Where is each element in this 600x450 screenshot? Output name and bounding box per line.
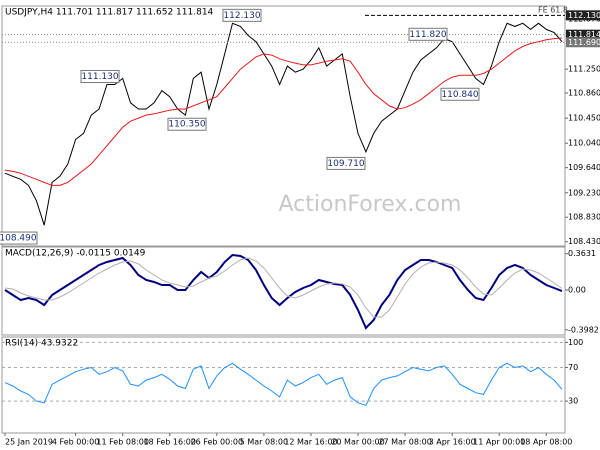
panel-title: USDJPY,H4 111.701 111.817 111.652 111.81… — [5, 8, 214, 18]
watermark: ActionForex.com — [279, 192, 462, 217]
x-tick-label: 18 Feb 16:00 — [144, 438, 196, 447]
callout-box — [440, 87, 480, 101]
callout-label: 110.840 — [441, 90, 478, 100]
callout-box — [222, 8, 262, 22]
price-marker-label: 111.690 — [568, 38, 600, 47]
y-tick-label: 109.640 — [568, 163, 600, 172]
callout-label: 110.350 — [168, 120, 205, 130]
callout-box — [408, 27, 448, 41]
series-line — [4, 37, 563, 186]
callout-label: 111.130 — [81, 72, 118, 82]
x-tick-label: 20 Mar 00:00 — [331, 438, 384, 447]
y-tick-label: 108.430 — [568, 237, 600, 246]
callout-box — [0, 231, 38, 245]
price-marker-label: 111.814 — [568, 30, 600, 39]
y-tick-label: 111.250 — [568, 65, 600, 74]
x-tick-label: 25 Jan 2019 — [5, 438, 53, 447]
y-tick-label: 110.040 — [568, 139, 600, 148]
y-tick-label: 0.3631 — [568, 249, 596, 258]
y-tick-label: 30 — [568, 397, 578, 406]
callout-label: 112.130 — [223, 11, 260, 21]
callout-box — [167, 117, 207, 131]
callout-label: 109.710 — [327, 159, 364, 169]
y-tick-label: 108.830 — [568, 213, 600, 222]
price-marker-label: 112.130 — [568, 11, 600, 20]
callout-label: 111.820 — [409, 30, 446, 40]
series-line — [4, 362, 563, 406]
x-tick-label: 11 Apr 00:00 — [473, 438, 525, 447]
callout-box — [80, 70, 120, 84]
y-tick-label: 109.230 — [568, 188, 600, 197]
series-line — [4, 253, 563, 330]
series-line — [4, 22, 563, 226]
x-tick-label: 3 Apr 16:00 — [429, 438, 476, 447]
price-marker-box — [566, 29, 600, 40]
x-tick-label: 11 Feb 08:00 — [96, 438, 148, 447]
y-tick-label: 110.860 — [568, 89, 600, 98]
callout-box — [326, 156, 366, 170]
y-tick-label: -0.3982 — [568, 325, 599, 334]
x-tick-label: 18 Apr 08:00 — [520, 438, 572, 447]
price-marker-box — [566, 37, 600, 48]
panel-frame — [1, 336, 566, 434]
panel-title: MACD(12,26,9) -0.0115 0.0149 — [5, 249, 146, 259]
x-tick-label: 27 Mar 08:00 — [378, 438, 431, 447]
y-tick-label: 110.450 — [568, 114, 600, 123]
x-tick-label: 12 Mar 16:00 — [284, 438, 337, 447]
y-tick-label: 70 — [568, 363, 578, 372]
panel-title: RSI(14) 43.9322 — [5, 339, 78, 349]
series-line — [4, 257, 563, 318]
callout-label: 108.490 — [0, 234, 37, 244]
x-tick-label: 4 Feb 00:00 — [52, 438, 99, 447]
y-tick-label: 0.00 — [568, 286, 586, 295]
fibo-label: FE 61.8 — [538, 6, 568, 15]
x-tick-label: 26 Feb 00:00 — [191, 438, 243, 447]
price-marker-box — [566, 10, 600, 21]
x-tick-label: 5 Mar 08:00 — [240, 438, 288, 447]
y-tick-label: 100 — [568, 338, 583, 347]
